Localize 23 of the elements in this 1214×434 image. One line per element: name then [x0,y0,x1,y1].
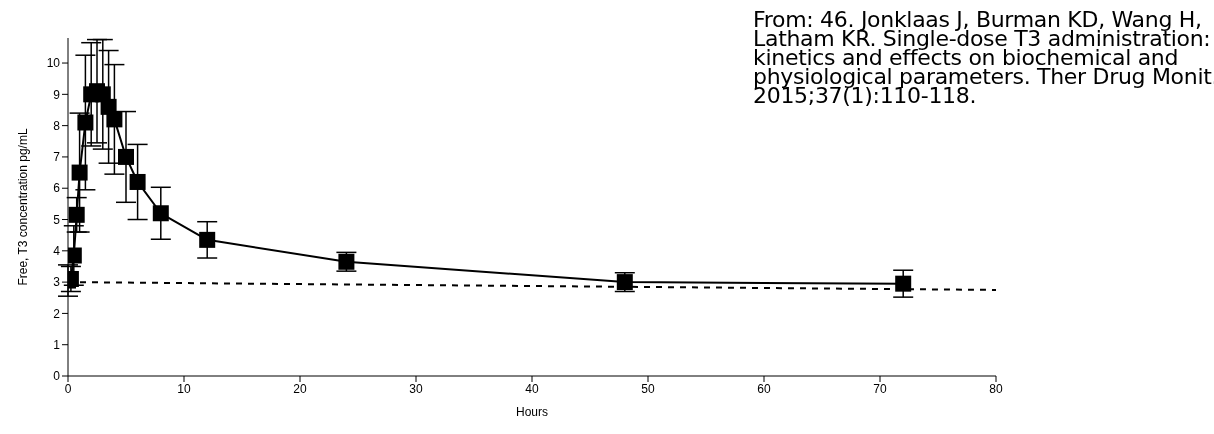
y-tick-label: 10 [46,56,61,71]
x-tick-label: 50 [641,381,655,396]
x-tick-label: 70 [873,381,887,396]
y-tick-label: 8 [53,118,61,133]
x-tick-label: 10 [177,381,191,396]
x-tick-label: 80 [989,381,1003,396]
y-tick-label: 7 [53,150,61,165]
x-tick-label: 20 [293,381,307,396]
x-tick-label: 60 [757,381,771,396]
x-tick-label: 30 [409,381,423,396]
y-tick-label: 3 [53,275,61,290]
annotation: From: 46. Jonklaas J, Burman KD, Wang H, Latham KR. Single-dose T3 administration: kinetics and effects on biochemical and physiological parameters. Ther Drug Monit. 2015;37(1):110-118. [753,7,1214,108]
y-tick-label: 9 [53,87,61,102]
y-axis-title: Free, T3 concentration pg/mL [16,128,31,286]
y-tick-label: 6 [53,181,61,196]
y-tick-label: 0 [53,369,61,384]
x-tick-label: 40 [525,381,539,396]
x-tick-label: 0 [64,381,72,396]
y-tick-label: 1 [53,337,61,352]
y-tick-label: 5 [53,212,61,227]
y-tick-label: 4 [53,244,61,259]
y-tick-label: 2 [53,306,61,321]
x-axis-title: Hours [515,405,549,419]
